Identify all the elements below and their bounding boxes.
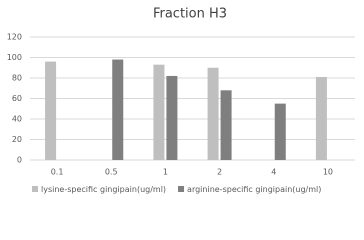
x-tick-label: 1: [163, 168, 168, 177]
bar: [45, 61, 57, 160]
x-tick-label: 4: [271, 168, 276, 177]
bar: [207, 67, 219, 160]
y-tick-label: 100: [7, 53, 22, 62]
x-tick-label: 10: [323, 168, 333, 177]
x-tick-label: 0.1: [51, 168, 64, 177]
legend-swatch: [178, 186, 185, 192]
legend-label: arginine-specific gingipain(ug/ml): [187, 185, 321, 194]
bar: [315, 76, 327, 160]
y-tick-label: 80: [12, 74, 22, 83]
bar: [112, 59, 124, 160]
bar: [153, 64, 165, 160]
bar: [220, 90, 232, 160]
y-tick-label: 120: [7, 33, 22, 42]
legend-label: lysine-specific gingipain(ug/ml): [41, 185, 166, 194]
y-tick-label: 20: [12, 135, 22, 144]
chart: Fraction H3 0 20 40 60 80 100 120 0.1 0.5 1 2 4 10 ly…: [7, 7, 355, 194]
x-tick-label: 0.5: [105, 168, 118, 177]
y-tick-label: 0: [17, 156, 22, 165]
legend-swatch: [32, 186, 38, 192]
bar: [274, 103, 286, 160]
y-tick-label: 60: [12, 94, 22, 103]
bar: [166, 75, 178, 160]
y-tick-label: 40: [12, 115, 22, 124]
chart-title: Fraction H3: [153, 7, 227, 22]
x-tick-label: 2: [217, 168, 222, 177]
